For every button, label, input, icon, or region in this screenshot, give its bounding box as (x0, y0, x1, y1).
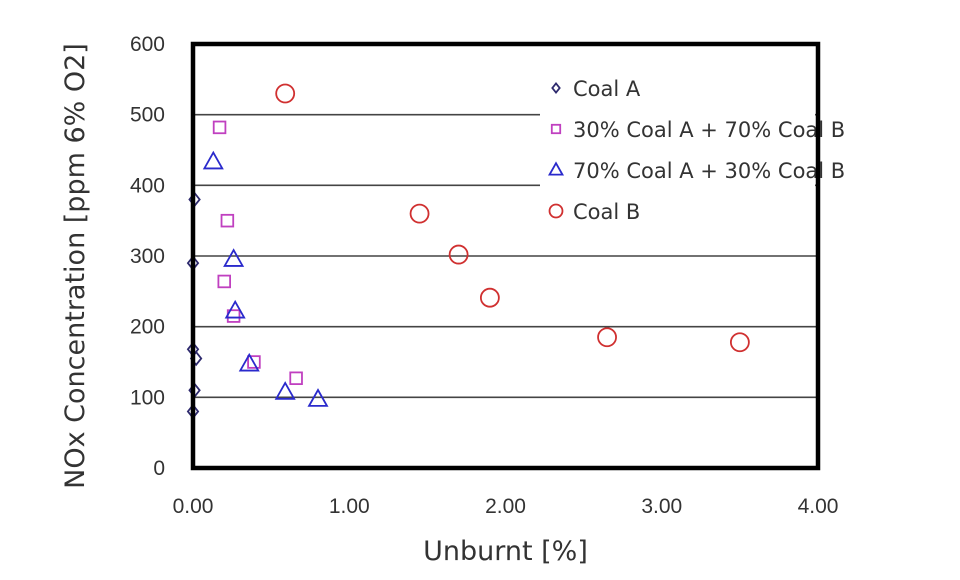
data-point-triangle (224, 299, 246, 319)
legend: Coal A 30% Coal A + 70% Coal B 70% Coal A … (547, 77, 845, 224)
data-point-circle (409, 203, 430, 224)
x-tick-label: 1.00 (329, 495, 370, 518)
series-square (212, 120, 303, 386)
y-tick-label: 600 (130, 33, 165, 56)
x-tick-labels: 0.00 1.00 2.00 3.00 4.00 (173, 495, 839, 518)
data-points (186, 83, 750, 420)
data-point-triangle (223, 248, 245, 267)
legend-background (540, 66, 815, 236)
data-point-triangle (274, 381, 296, 400)
data-point-square (220, 213, 235, 228)
data-point-square (247, 355, 261, 369)
legend-marker-diamond (551, 81, 561, 95)
data-point-square (289, 371, 303, 386)
y-axis-title: NOx Concentration [ppm 6% O2] (60, 43, 91, 489)
x-tick-label: 4.00 (798, 495, 839, 518)
series-triangle (202, 150, 329, 407)
x-tick-label: 0.00 (173, 495, 214, 518)
x-axis-title: Unburnt [%] (423, 536, 588, 567)
data-point-square (212, 120, 227, 135)
plot-frame (190, 41, 821, 471)
y-tick-label: 500 (130, 104, 165, 127)
y-tick-label: 0 (153, 457, 165, 480)
data-point-circle (479, 287, 500, 308)
x-tick-label: 2.00 (485, 495, 526, 518)
legend-label: Coal A (573, 77, 641, 101)
legend-marker-triangle (547, 161, 565, 176)
y-tick-label: 300 (130, 245, 165, 268)
data-point-triangle (307, 388, 329, 407)
y-tick-label: 400 (130, 174, 165, 197)
data-point-circle (448, 244, 469, 265)
legend-label: Coal B (573, 200, 640, 224)
y-tick-label: 100 (130, 386, 165, 409)
legend-marker-circle (548, 203, 564, 219)
data-point-triangle (202, 150, 224, 170)
x-tick-label: 3.00 (641, 495, 682, 518)
data-point-triangle (238, 352, 260, 372)
data-point-circle (729, 332, 750, 353)
data-point-circle (597, 327, 617, 348)
y-tick-labels: 0 100 200 300 400 500 600 (130, 33, 165, 480)
data-point-square (217, 274, 231, 289)
legend-label: 30% Coal A + 70% Coal B (573, 118, 845, 142)
data-point-circle (275, 83, 296, 104)
y-tick-label: 200 (130, 316, 165, 339)
series-circle (275, 83, 750, 353)
legend-marker-square (550, 123, 562, 135)
legend-label: 70% Coal A + 30% Coal B (573, 159, 845, 183)
